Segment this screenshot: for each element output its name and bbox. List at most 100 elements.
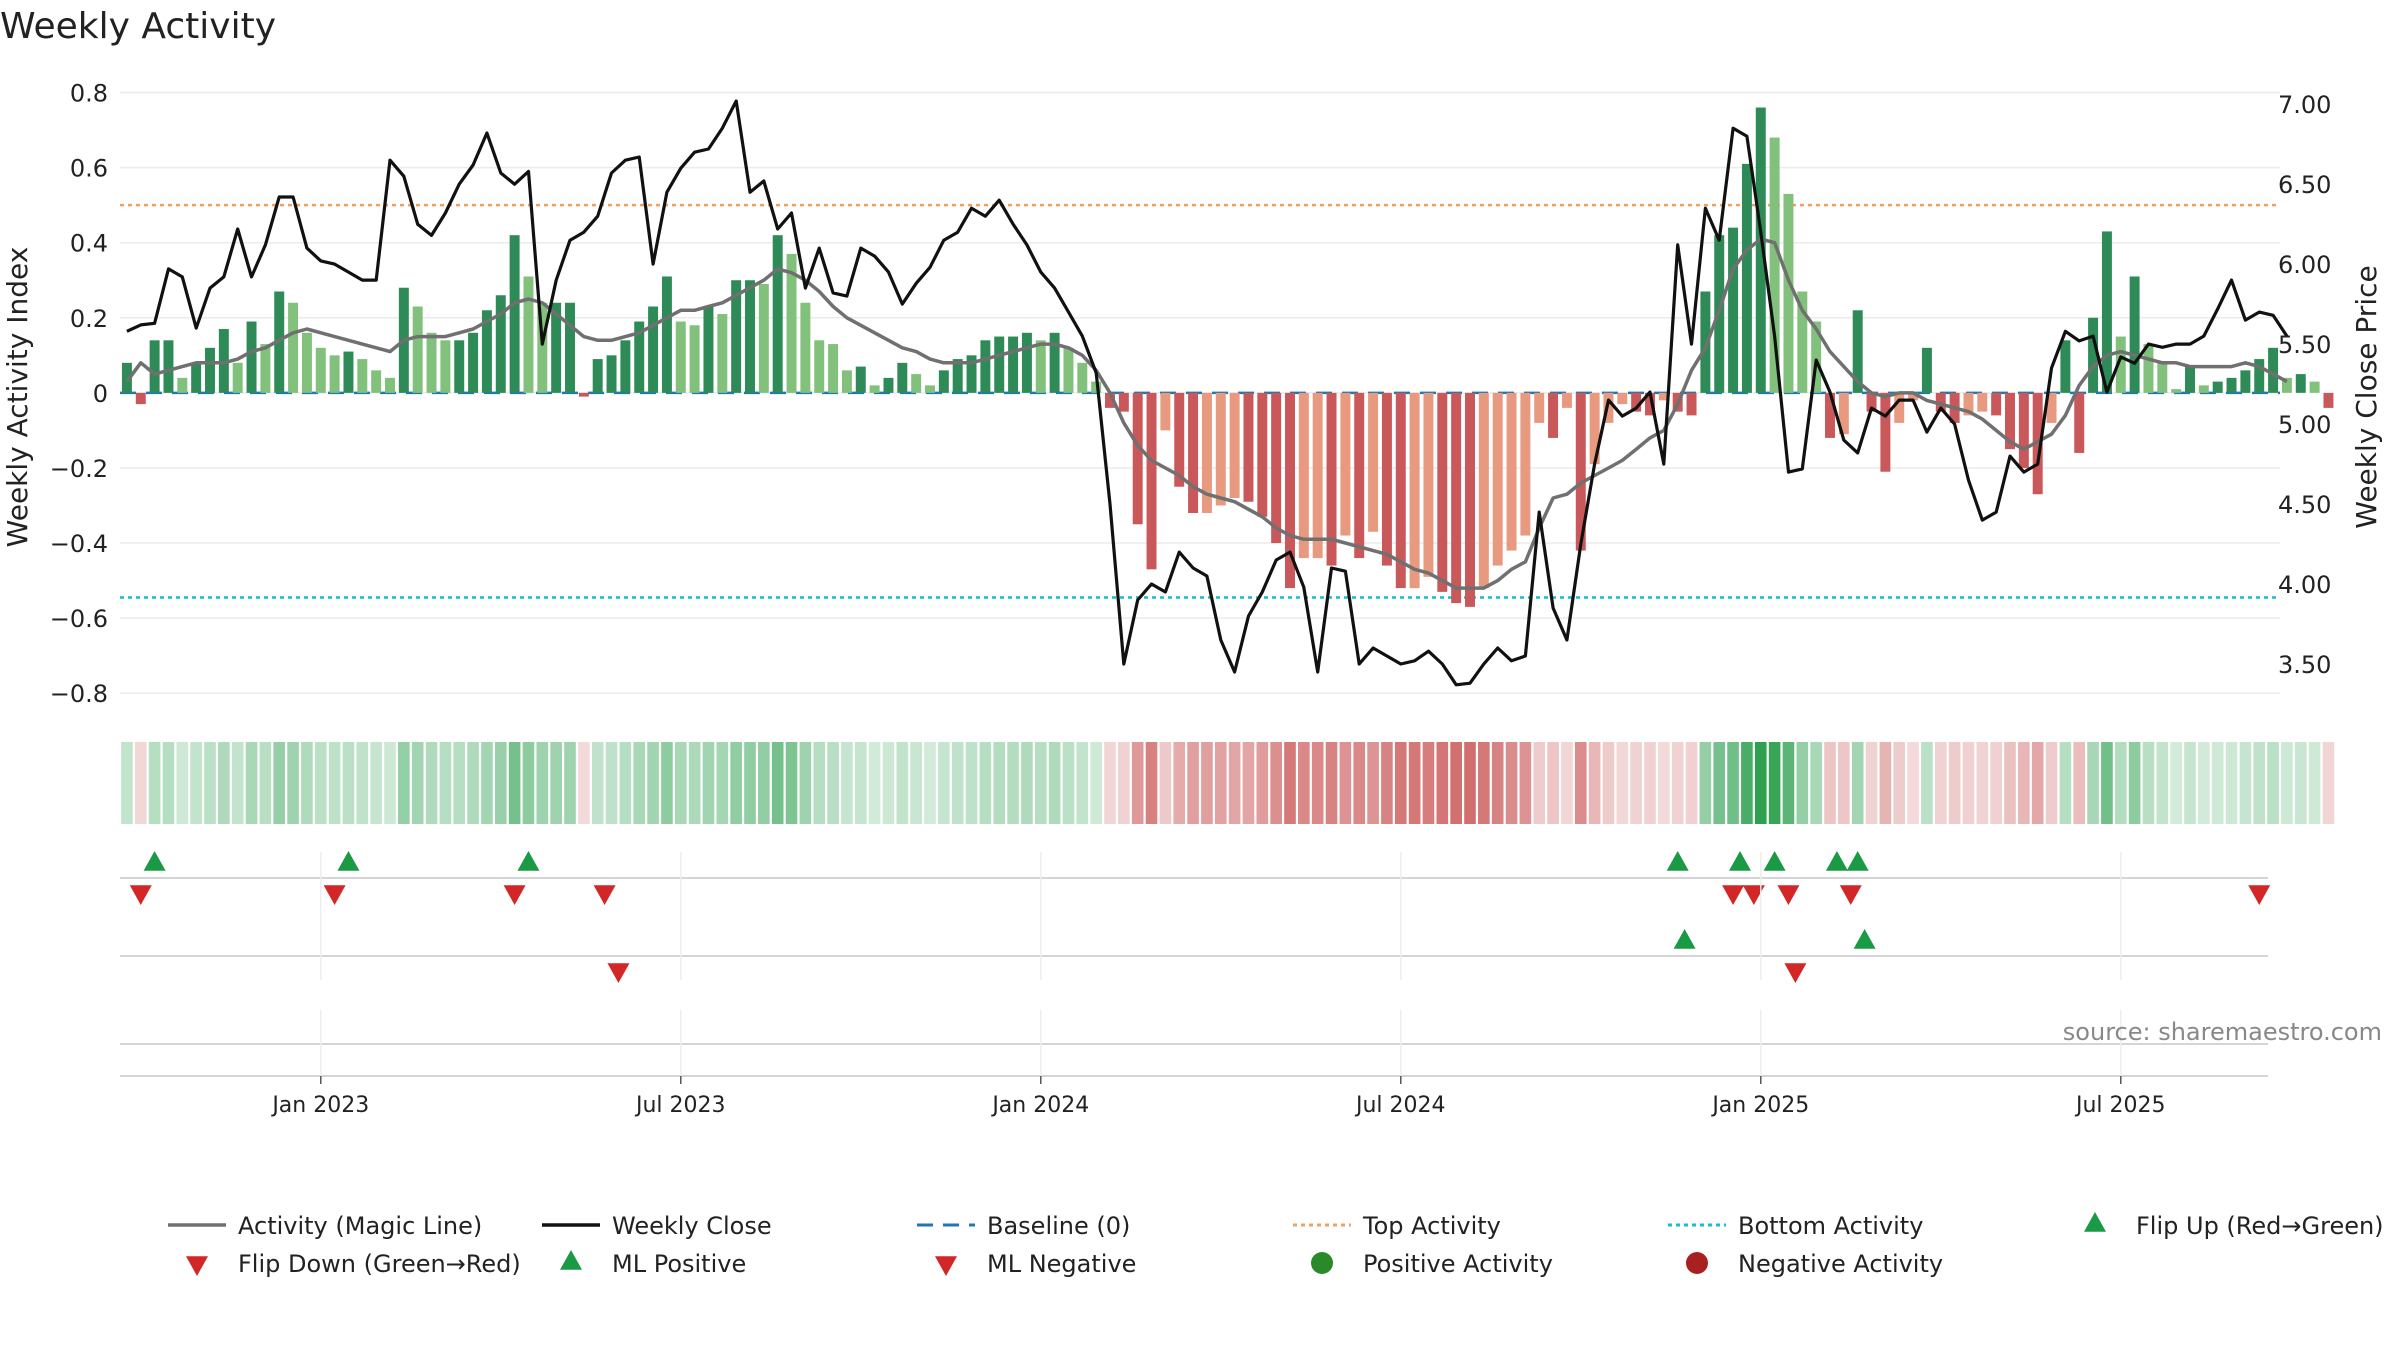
activity-strip-cell [1311,742,1324,824]
activity-strip-cell [771,742,784,824]
y-tick-label: 0.2 [70,305,108,333]
activity-bar [2115,336,2126,393]
activity-bar [481,310,492,393]
activity-bar [149,340,160,393]
activity-strip-cell [328,742,341,824]
activity-bar [1631,392,1642,412]
activity-strip-cell [1242,742,1255,824]
y2-tick-label: 3.50 [2278,651,2331,679]
activity-bar [1589,392,1600,465]
legend-label: Bottom Activity [1738,1212,1923,1240]
activity-strip-cell [1464,742,1476,824]
legend-swatch-triangle-down [935,1256,957,1276]
activity-strip-cell [1630,742,1642,824]
activity-strip-cell [425,742,438,824]
ml-negative-marker [607,963,630,983]
x-tick-label: Jul 2025 [2074,1093,2166,1118]
activity-bar [2212,381,2223,393]
flip-up-marker [143,851,166,871]
activity-strip-cell [1394,742,1407,824]
activity-strip-cell [1422,742,1435,824]
activity-bar [2323,392,2334,408]
activity-bar [2185,366,2195,393]
activity-strip-cell [1325,742,1338,824]
activity-strip-cell [951,742,964,824]
activity-strip-cell [204,742,216,824]
activity-bar [191,362,202,393]
activity-bar [2018,392,2029,468]
activity-strip-cell [2267,742,2279,824]
activity-bar [1298,392,1309,559]
activity-bar [1617,392,1628,405]
activity-strip-cell [1865,742,1878,824]
legend-label: Weekly Close [612,1212,772,1240]
activity-bar [814,340,825,393]
activity-bar [911,374,922,393]
activity-bar [648,306,659,393]
activity-bar [1105,392,1115,408]
activity-strip-cell [2198,742,2210,824]
activity-strip-cell [356,742,369,824]
activity-strip-cell [1907,742,1919,824]
activity-strip-cell [522,742,535,824]
flip-down-marker [2248,885,2271,905]
activity-strip-cell [1782,742,1795,824]
activity-strip-cell [965,742,978,824]
activity-strip-cell [2322,742,2335,824]
activity-strip-cell [591,742,604,824]
flip-up-marker [1666,851,1689,871]
flip-down-marker [129,885,152,905]
activity-strip-cell [2101,742,2113,824]
flip-up-marker [1763,851,1786,871]
activity-bar [121,362,132,393]
activity-heat-strip [121,742,2335,824]
activity-strip-cell [799,742,812,824]
activity-strip-cell [1685,742,1698,824]
activity-strip-cell [702,742,715,824]
flip-down-marker [1839,885,1862,905]
activity-bar [2281,377,2292,393]
activity-strip-cell [314,742,327,824]
activity-strip-cell [134,742,147,824]
activity-strip-cell [2294,742,2307,824]
activity-bar [717,314,728,393]
y2-tick-label: 4.00 [2278,571,2331,599]
legend-label: Flip Down (Green→Red) [238,1250,521,1278]
activity-strip-cell [1824,742,1836,824]
activity-strip-cell [1810,742,1822,824]
activity-bar [2240,370,2251,393]
flip-up-marker [1846,851,1869,871]
activity-strip-cell [2073,742,2086,824]
y-tick-label: −0.6 [50,605,108,633]
activity-strip-cell [813,742,826,824]
activity-strip-cell [301,742,313,824]
activity-bar [1188,392,1199,514]
activity-strip-cell [1118,742,1130,824]
activity-strip-cell [398,742,410,824]
activity-strip-cell [647,742,659,824]
activity-strip-cell [1713,742,1726,824]
activity-strip-cell [1491,742,1504,824]
activity-strip-cell [2184,742,2196,824]
activity-strip-cell [1671,742,1684,824]
activity-bar [2295,374,2306,393]
activity-strip-cell [190,742,202,824]
activity-strip-cell [1796,742,1809,824]
activity-strip-cell [508,742,521,824]
activity-strip-cell [910,742,922,824]
activity-strip-cell [1270,742,1282,824]
activity-bar [1326,392,1337,566]
activity-bar [1894,392,1905,423]
activity-strip-cell [2170,742,2182,824]
activity-strip-cell [2253,742,2266,824]
activity-bar [745,280,755,393]
activity-bar [938,370,949,393]
activity-bar [980,340,991,393]
activity-strip-cell [2156,742,2169,824]
activity-bar [246,321,257,393]
flip-up-marker [1825,851,1848,871]
y-tick-label: 0.6 [70,155,108,183]
activity-strip-cell [1159,742,1172,824]
activity-bar [1908,392,1919,401]
activity-strip-cell [1561,742,1573,824]
